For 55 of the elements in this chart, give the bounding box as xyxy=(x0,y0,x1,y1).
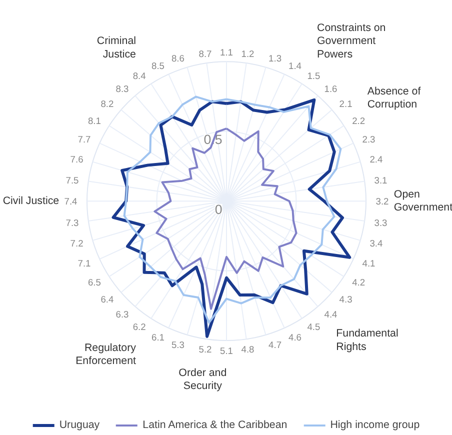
spoke-label: 3.1 xyxy=(374,175,388,186)
spoke-label: 7.6 xyxy=(70,154,84,165)
spoke-label: 4.4 xyxy=(324,309,338,320)
spoke-label: 4.8 xyxy=(241,344,254,354)
spoke-label: 7.7 xyxy=(78,134,91,145)
text: Fundamental Rights xyxy=(336,328,398,353)
spoke-label: 7.2 xyxy=(70,238,84,249)
spoke-label: 4.3 xyxy=(339,294,352,304)
spoke-label: 4.7 xyxy=(268,340,282,350)
spoke-label: 1.5 xyxy=(307,71,320,82)
spoke-label: 4.6 xyxy=(288,332,302,342)
spoke-label: 6.2 xyxy=(132,322,146,332)
spoke-label: 6.1 xyxy=(152,332,164,342)
spoke-label: 2.4 xyxy=(370,154,383,165)
spoke-label: 6.3 xyxy=(116,309,129,320)
spoke-label: 2.1 xyxy=(339,98,352,109)
spoke-label: 4.2 xyxy=(352,277,366,288)
spoke-label: 8.3 xyxy=(116,84,129,94)
text: Constraints on Government Powers xyxy=(317,22,386,60)
spoke-label: 1.6 xyxy=(324,84,338,94)
spoke-label: 1.4 xyxy=(288,60,302,71)
spoke-label: 5.1 xyxy=(220,346,233,356)
spoke-label: 5.3 xyxy=(171,340,184,350)
spoke-label: 8.2 xyxy=(100,98,114,109)
spoke-label: 7.4 xyxy=(64,196,78,207)
spoke-label: 2.3 xyxy=(362,134,376,145)
text: Order and Security xyxy=(178,366,227,392)
spoke-label: 1.2 xyxy=(241,48,254,59)
legend-label: Uruguay xyxy=(59,419,100,431)
legend-label: High income group xyxy=(330,419,420,431)
text: Absence of Corruption xyxy=(367,85,421,111)
spoke-label: 8.1 xyxy=(88,116,101,126)
spoke-label: 2.2 xyxy=(352,116,366,126)
spoke-label: 8.6 xyxy=(171,53,184,64)
spoke-label: 6.5 xyxy=(88,277,101,288)
spoke-label: 8.5 xyxy=(152,60,164,71)
spoke-label: 3.4 xyxy=(370,238,383,249)
text: Criminal Justice xyxy=(96,35,136,60)
y-tick-label: 0 xyxy=(214,202,222,217)
spoke-label: 1.3 xyxy=(268,53,282,64)
spoke-label: 8.7 xyxy=(198,48,212,59)
text: Regulatory Enforcement xyxy=(76,342,136,368)
spoke-label: 7.3 xyxy=(66,218,79,228)
spoke-label: 4.5 xyxy=(307,322,320,332)
spoke-label: 7.1 xyxy=(78,258,91,269)
spoke-label: 3.2 xyxy=(376,196,389,207)
legend-label: Latin America & the Caribbean xyxy=(142,419,288,431)
spoke-label: 5.2 xyxy=(198,344,212,354)
spoke-label: 4.1 xyxy=(362,258,376,269)
text: Civil Justice xyxy=(2,195,60,208)
spoke-label: 1.1 xyxy=(220,47,233,58)
spoke-label: 3.3 xyxy=(374,218,388,228)
spoke-label: 8.4 xyxy=(132,71,146,82)
spoke-label: 6.4 xyxy=(100,294,114,304)
spoke-label: 7.5 xyxy=(66,175,79,186)
